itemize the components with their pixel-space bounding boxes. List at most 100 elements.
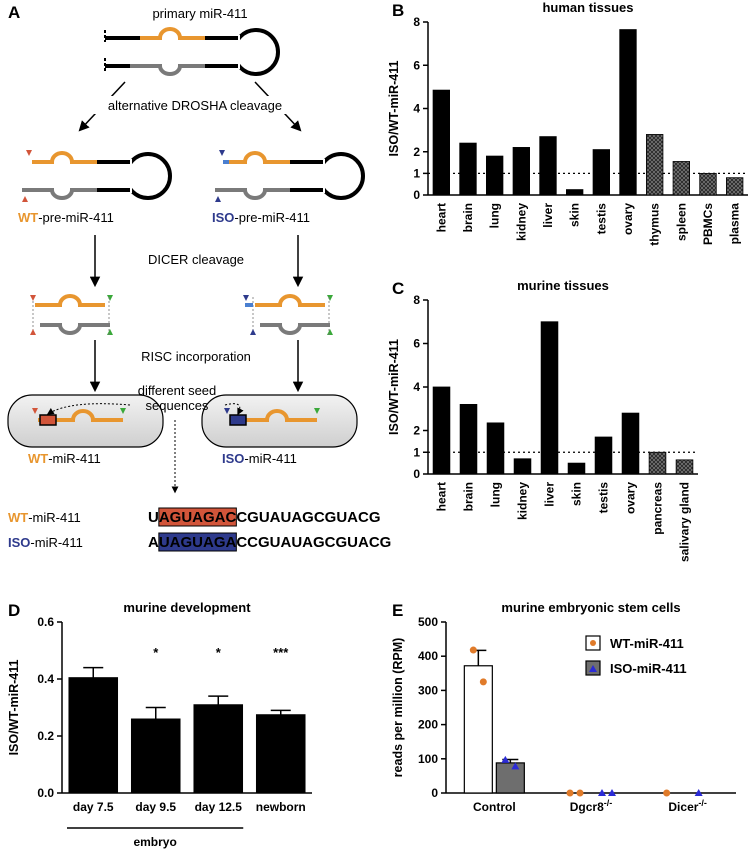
- x-tick-label: thymus: [648, 203, 662, 246]
- data-point: [598, 789, 606, 796]
- data-point: [663, 789, 671, 797]
- data-point: [608, 789, 616, 796]
- category-superscript: -/-: [604, 798, 613, 808]
- x-tick-label: day 7.5: [73, 800, 114, 814]
- x-tick-label: day 12.5: [195, 800, 243, 814]
- label-prefix: ISO: [8, 535, 30, 550]
- data-point: [694, 789, 703, 796]
- y-tick-label: 0.2: [37, 729, 54, 743]
- y-axis-label: ISO/WT-miR-411: [387, 61, 401, 157]
- bar: [594, 436, 613, 475]
- panel-letter: A: [8, 3, 20, 22]
- bar: [495, 762, 525, 794]
- y-axis-label: ISO/WT-miR-411: [7, 660, 21, 756]
- bar: [459, 403, 478, 475]
- bar: [432, 89, 451, 196]
- label-bg: [70, 96, 320, 114]
- x-tick-label: brain: [461, 203, 475, 232]
- sequence-seed: UAGUAGA: [159, 534, 237, 551]
- x-tick-label: testis: [594, 203, 608, 235]
- x-tick-label: ovary: [624, 482, 638, 514]
- sequence-seed: AGUAGAC: [159, 509, 237, 526]
- significance: *: [216, 645, 222, 660]
- bar: [675, 459, 694, 475]
- error-bar: [83, 666, 104, 678]
- bar: [463, 665, 493, 794]
- significance: ***: [273, 645, 289, 660]
- legend-label: ISO-miR-411: [610, 661, 687, 676]
- primary-hairpin: [104, 27, 280, 76]
- chart-title: human tissues: [542, 0, 633, 15]
- panel-letter: D: [8, 601, 20, 620]
- category-name: Dicer: [668, 800, 698, 814]
- bar: [68, 677, 119, 794]
- y-tick-label: 6: [413, 337, 420, 351]
- wt-pre-label: WT-pre-miR-411: [18, 210, 114, 225]
- y-tick-label: 300: [418, 683, 438, 697]
- seed-box: [158, 507, 237, 527]
- x-tick-label: heart: [434, 203, 448, 232]
- y-tick-label: 2: [413, 145, 420, 159]
- category-name: Control: [473, 800, 516, 814]
- x-tick-label: day 9.5: [135, 800, 176, 814]
- y-tick-label: 0.4: [37, 672, 54, 686]
- bar: [621, 412, 640, 475]
- legend-label: WT-miR-411: [610, 636, 684, 651]
- dicer-label: DICER cleavage: [148, 252, 244, 267]
- bar: [193, 704, 244, 794]
- wt-risc-strand: [32, 408, 126, 426]
- sequence-label: ISO-miR-411: [8, 535, 83, 550]
- panel-letter: B: [392, 1, 404, 20]
- data-point: [511, 762, 520, 770]
- x-tick-label: skin: [570, 482, 584, 506]
- sequence-tail: CGUAUAGCGUACG: [236, 509, 380, 526]
- iso-mature-label: ISO-miR-411: [222, 451, 297, 466]
- bar: [592, 149, 610, 196]
- y-tick-label: 0: [413, 188, 420, 202]
- y-tick-label: 8: [413, 15, 420, 29]
- y-tick-label: 200: [418, 718, 438, 732]
- x-tick-label: lung: [488, 203, 502, 228]
- bar: [646, 134, 664, 196]
- category-superscript: -/-: [698, 798, 707, 808]
- label-bg: [125, 347, 270, 365]
- iso-pre-hairpin: [213, 150, 365, 202]
- category-name: Dgcr8: [570, 800, 604, 814]
- y-tick-label: 1: [413, 166, 420, 180]
- y-tick-label: 500: [418, 615, 438, 629]
- error-bar: [208, 695, 229, 705]
- bar: [486, 422, 505, 475]
- x-tick-label: ovary: [621, 203, 635, 235]
- label-prefix: WT: [8, 510, 28, 525]
- seed-note: different seed sequences: [137, 383, 217, 413]
- x-tick-label: skin: [568, 203, 582, 227]
- x-tick-label: liver: [541, 203, 555, 228]
- label-rest: -miR-411: [30, 535, 83, 550]
- sequence-lead: A: [148, 534, 159, 551]
- x-tick-label: brain: [462, 482, 476, 511]
- iso-pre-label: ISO-pre-miR-411: [212, 210, 310, 225]
- y-tick-label: 0.0: [37, 786, 54, 800]
- x-tick-label: heart: [435, 482, 449, 511]
- data-point: [566, 789, 574, 797]
- x-tick-label: spleen: [674, 203, 688, 241]
- dashed-arrow: [224, 403, 244, 416]
- primary-label: primary miR-411: [152, 6, 247, 21]
- x-tick-label: Dgcr8-/-: [570, 798, 613, 814]
- x-tick-label: liver: [543, 482, 557, 507]
- x-tick-label: newborn: [256, 800, 306, 814]
- bar: [459, 142, 477, 196]
- bar: [672, 161, 690, 196]
- wt-duplex: [30, 293, 115, 337]
- sequence-tail: CCGUAUAGCGUACG: [236, 534, 391, 551]
- label-rest: -miR-411: [28, 510, 81, 525]
- x-tick-label: kidney: [516, 482, 530, 520]
- bar: [432, 386, 451, 475]
- data-point: [479, 678, 487, 686]
- x-tick-label: salivary gland: [678, 482, 692, 562]
- bar: [540, 321, 559, 475]
